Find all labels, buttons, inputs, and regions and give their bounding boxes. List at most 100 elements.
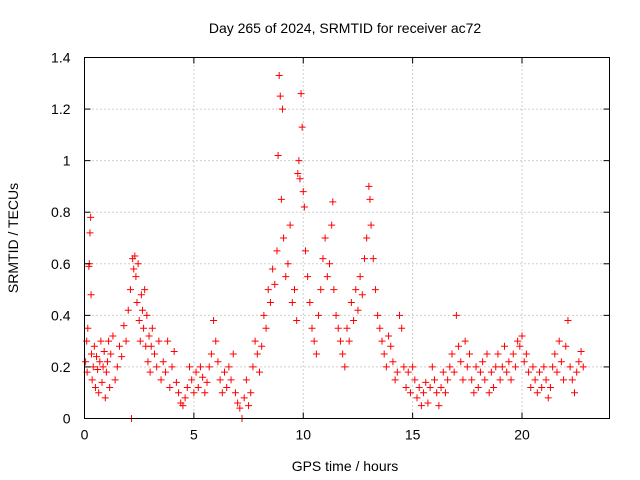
data-point	[472, 363, 480, 371]
data-point	[294, 170, 302, 178]
x-tick-labels: 0 5 10 15 20	[81, 427, 530, 443]
data-point	[236, 404, 244, 412]
data-point	[95, 389, 103, 397]
data-point	[448, 350, 456, 358]
data-point	[374, 311, 382, 319]
data-point	[157, 376, 165, 384]
data-point	[382, 363, 390, 371]
data-point	[505, 358, 513, 366]
data-point	[299, 188, 307, 196]
data-point	[366, 195, 374, 203]
data-point	[153, 363, 161, 371]
data-point	[175, 389, 183, 397]
data-point	[437, 384, 445, 392]
data-point	[286, 221, 294, 229]
data-point	[86, 229, 94, 237]
data-point	[159, 358, 167, 366]
data-point	[391, 376, 399, 384]
data-point	[140, 324, 148, 332]
data-point	[218, 389, 226, 397]
data-point	[91, 384, 99, 392]
data-point	[98, 378, 106, 386]
chart-title: Day 265 of 2024, SRMTID for receiver ac7…	[209, 20, 482, 36]
data-point	[439, 368, 447, 376]
data-point	[90, 342, 98, 350]
data-point	[525, 368, 533, 376]
data-point	[531, 376, 539, 384]
y-tick-label: 0.2	[51, 359, 71, 375]
data-point	[511, 363, 519, 371]
data-point	[194, 384, 202, 392]
data-point	[409, 363, 417, 371]
data-point	[199, 373, 207, 381]
data-point	[369, 255, 377, 263]
data-point	[441, 389, 449, 397]
data-point	[183, 384, 191, 392]
data-point	[361, 255, 368, 263]
data-point	[166, 384, 174, 392]
data-point	[240, 394, 248, 402]
data-point	[280, 234, 288, 242]
data-point	[170, 347, 178, 355]
data-point	[492, 363, 500, 371]
data-point	[151, 350, 158, 358]
data-point	[130, 265, 138, 273]
data-point	[137, 291, 145, 299]
data-point	[282, 273, 290, 281]
data-point	[138, 306, 146, 314]
data-point	[328, 221, 336, 229]
data-point	[378, 337, 386, 345]
x-tick-label: 20	[514, 427, 530, 443]
data-point	[323, 273, 331, 281]
data-point	[293, 317, 301, 325]
data-point	[560, 376, 568, 384]
data-point	[256, 368, 263, 376]
grid	[84, 57, 610, 419]
data-point	[203, 378, 211, 386]
data-point	[196, 363, 204, 371]
data-point	[538, 384, 546, 392]
data-point	[124, 306, 132, 314]
y-axis-label: SRMTID / TECUs	[5, 183, 21, 293]
data-point	[141, 286, 149, 294]
data-point	[266, 298, 274, 306]
data-point	[503, 368, 511, 376]
x-tick-label: 5	[190, 427, 198, 443]
data-point	[297, 90, 305, 98]
data-point	[417, 402, 425, 410]
data-point	[555, 337, 563, 345]
data-point	[147, 342, 155, 350]
data-point	[275, 72, 283, 80]
data-point	[336, 337, 344, 345]
data-point	[544, 394, 552, 402]
data-point	[459, 376, 467, 384]
data-point	[487, 368, 495, 376]
data-point	[288, 298, 296, 306]
data-point	[143, 311, 151, 319]
data-point	[529, 363, 537, 371]
x-axis-label: GPS time / hours	[292, 458, 399, 474]
data-point	[406, 389, 414, 397]
data-point	[146, 368, 154, 376]
y-tick-label: 1	[63, 153, 71, 169]
data-point	[557, 358, 565, 366]
data-point	[247, 389, 255, 397]
data-point	[172, 378, 180, 386]
data-point	[161, 368, 169, 376]
data-point	[549, 363, 557, 371]
data-point	[296, 175, 304, 183]
data-point	[367, 221, 375, 229]
data-point	[571, 389, 578, 397]
data-point	[514, 337, 522, 345]
data-point	[205, 363, 213, 371]
y-tick-label: 1.4	[51, 50, 71, 66]
data-point	[533, 389, 541, 397]
data-point	[188, 376, 196, 384]
data-point	[424, 399, 432, 407]
data-point	[109, 332, 117, 340]
data-point	[136, 337, 144, 345]
data-point	[131, 252, 139, 260]
data-point	[363, 234, 371, 242]
data-point	[145, 332, 153, 340]
